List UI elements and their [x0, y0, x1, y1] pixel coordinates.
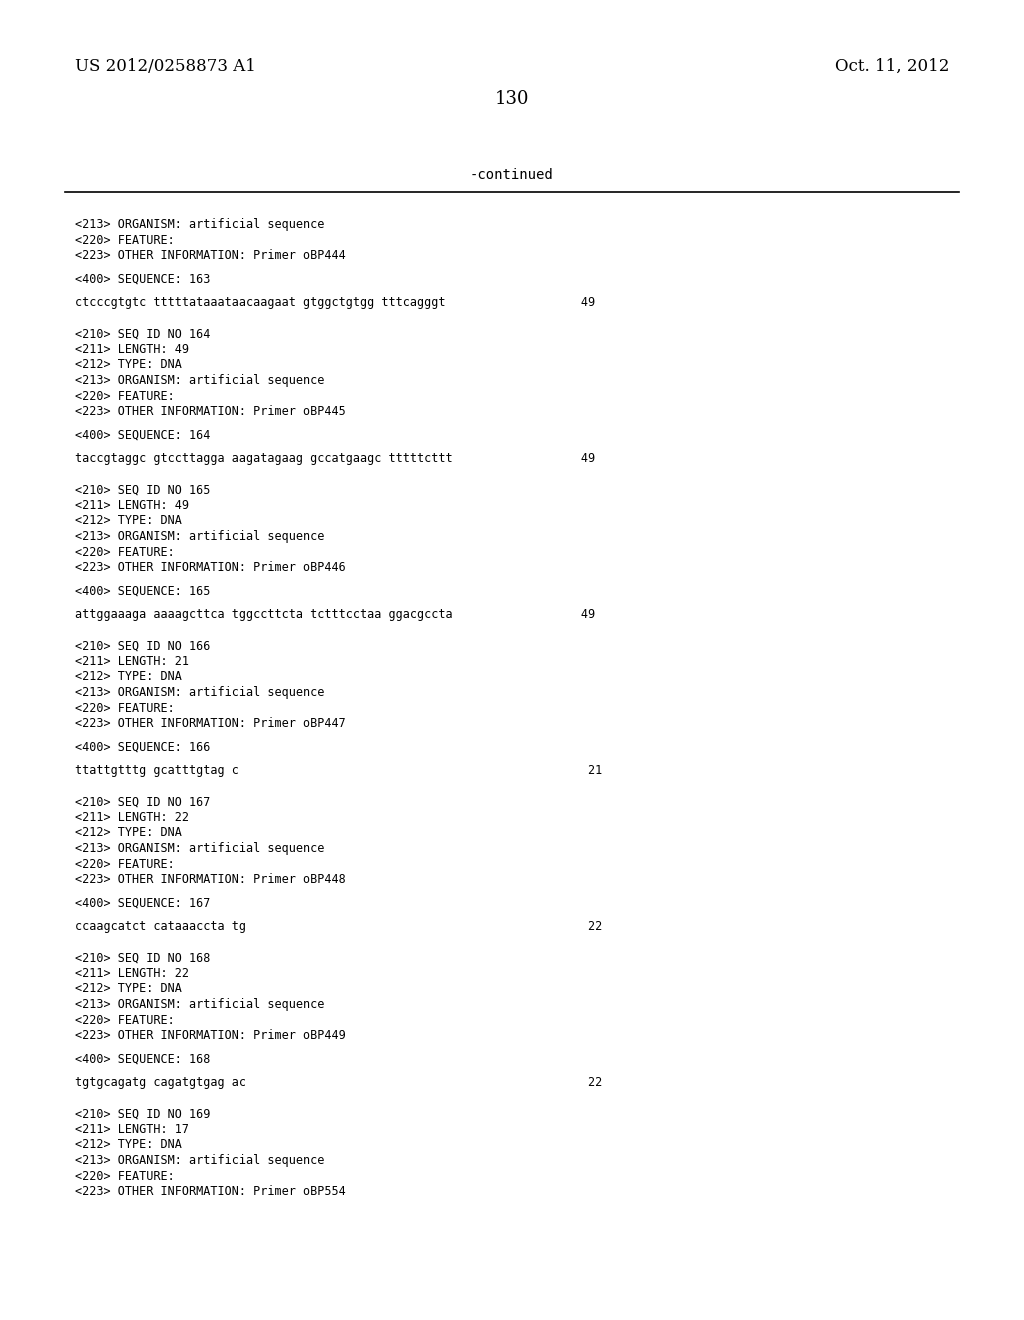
Text: <212> TYPE: DNA: <212> TYPE: DNA [75, 1138, 182, 1151]
Text: <220> FEATURE:: <220> FEATURE: [75, 858, 175, 870]
Text: <210> SEQ ID NO 166: <210> SEQ ID NO 166 [75, 639, 210, 652]
Text: <211> LENGTH: 49: <211> LENGTH: 49 [75, 343, 189, 356]
Text: taccgtaggc gtccttagga aagatagaag gccatgaagc tttttcttt                  49: taccgtaggc gtccttagga aagatagaag gccatga… [75, 451, 595, 465]
Text: <213> ORGANISM: artificial sequence: <213> ORGANISM: artificial sequence [75, 374, 325, 387]
Text: <400> SEQUENCE: 166: <400> SEQUENCE: 166 [75, 741, 210, 754]
Text: <212> TYPE: DNA: <212> TYPE: DNA [75, 826, 182, 840]
Text: <213> ORGANISM: artificial sequence: <213> ORGANISM: artificial sequence [75, 686, 325, 700]
Text: <223> OTHER INFORMATION: Primer oBP449: <223> OTHER INFORMATION: Primer oBP449 [75, 1030, 346, 1041]
Text: <400> SEQUENCE: 164: <400> SEQUENCE: 164 [75, 429, 210, 441]
Text: <213> ORGANISM: artificial sequence: <213> ORGANISM: artificial sequence [75, 842, 325, 855]
Text: <220> FEATURE:: <220> FEATURE: [75, 234, 175, 247]
Text: <210> SEQ ID NO 164: <210> SEQ ID NO 164 [75, 327, 210, 341]
Text: <210> SEQ ID NO 168: <210> SEQ ID NO 168 [75, 952, 210, 965]
Text: 130: 130 [495, 90, 529, 108]
Text: <220> FEATURE:: <220> FEATURE: [75, 389, 175, 403]
Text: <212> TYPE: DNA: <212> TYPE: DNA [75, 359, 182, 371]
Text: <212> TYPE: DNA: <212> TYPE: DNA [75, 982, 182, 995]
Text: <400> SEQUENCE: 168: <400> SEQUENCE: 168 [75, 1052, 210, 1065]
Text: <211> LENGTH: 49: <211> LENGTH: 49 [75, 499, 189, 512]
Text: <212> TYPE: DNA: <212> TYPE: DNA [75, 671, 182, 684]
Text: <213> ORGANISM: artificial sequence: <213> ORGANISM: artificial sequence [75, 218, 325, 231]
Text: <400> SEQUENCE: 167: <400> SEQUENCE: 167 [75, 896, 210, 909]
Text: ccaagcatct cataaaccta tg                                                22: ccaagcatct cataaaccta tg 22 [75, 920, 602, 933]
Text: <220> FEATURE:: <220> FEATURE: [75, 1014, 175, 1027]
Text: tgtgcagatg cagatgtgag ac                                                22: tgtgcagatg cagatgtgag ac 22 [75, 1076, 602, 1089]
Text: ctcccgtgtc tttttataaataacaagaat gtggctgtgg tttcagggt                   49: ctcccgtgtc tttttataaataacaagaat gtggctgt… [75, 296, 595, 309]
Text: <213> ORGANISM: artificial sequence: <213> ORGANISM: artificial sequence [75, 531, 325, 543]
Text: <211> LENGTH: 17: <211> LENGTH: 17 [75, 1123, 189, 1137]
Text: <220> FEATURE:: <220> FEATURE: [75, 1170, 175, 1183]
Text: -continued: -continued [470, 168, 554, 182]
Text: <210> SEQ ID NO 167: <210> SEQ ID NO 167 [75, 796, 210, 808]
Text: <400> SEQUENCE: 163: <400> SEQUENCE: 163 [75, 272, 210, 285]
Text: <223> OTHER INFORMATION: Primer oBP444: <223> OTHER INFORMATION: Primer oBP444 [75, 249, 346, 261]
Text: <211> LENGTH: 22: <211> LENGTH: 22 [75, 968, 189, 979]
Text: <213> ORGANISM: artificial sequence: <213> ORGANISM: artificial sequence [75, 998, 325, 1011]
Text: <223> OTHER INFORMATION: Primer oBP445: <223> OTHER INFORMATION: Primer oBP445 [75, 405, 346, 418]
Text: US 2012/0258873 A1: US 2012/0258873 A1 [75, 58, 256, 75]
Text: <223> OTHER INFORMATION: Primer oBP448: <223> OTHER INFORMATION: Primer oBP448 [75, 873, 346, 886]
Text: <211> LENGTH: 22: <211> LENGTH: 22 [75, 810, 189, 824]
Text: <211> LENGTH: 21: <211> LENGTH: 21 [75, 655, 189, 668]
Text: <212> TYPE: DNA: <212> TYPE: DNA [75, 515, 182, 528]
Text: ttattgtttg gcatttgtag c                                                 21: ttattgtttg gcatttgtag c 21 [75, 764, 602, 777]
Text: <220> FEATURE:: <220> FEATURE: [75, 545, 175, 558]
Text: <223> OTHER INFORMATION: Primer oBP447: <223> OTHER INFORMATION: Primer oBP447 [75, 717, 346, 730]
Text: <223> OTHER INFORMATION: Primer oBP554: <223> OTHER INFORMATION: Primer oBP554 [75, 1185, 346, 1199]
Text: <220> FEATURE:: <220> FEATURE: [75, 701, 175, 714]
Text: <210> SEQ ID NO 165: <210> SEQ ID NO 165 [75, 483, 210, 496]
Text: <223> OTHER INFORMATION: Primer oBP446: <223> OTHER INFORMATION: Primer oBP446 [75, 561, 346, 574]
Text: <213> ORGANISM: artificial sequence: <213> ORGANISM: artificial sequence [75, 1154, 325, 1167]
Text: Oct. 11, 2012: Oct. 11, 2012 [835, 58, 949, 75]
Text: <210> SEQ ID NO 169: <210> SEQ ID NO 169 [75, 1107, 210, 1121]
Text: attggaaaga aaaagcttca tggccttcta tctttcctaa ggacgccta                  49: attggaaaga aaaagcttca tggccttcta tctttcc… [75, 609, 595, 620]
Text: <400> SEQUENCE: 165: <400> SEQUENCE: 165 [75, 585, 210, 598]
